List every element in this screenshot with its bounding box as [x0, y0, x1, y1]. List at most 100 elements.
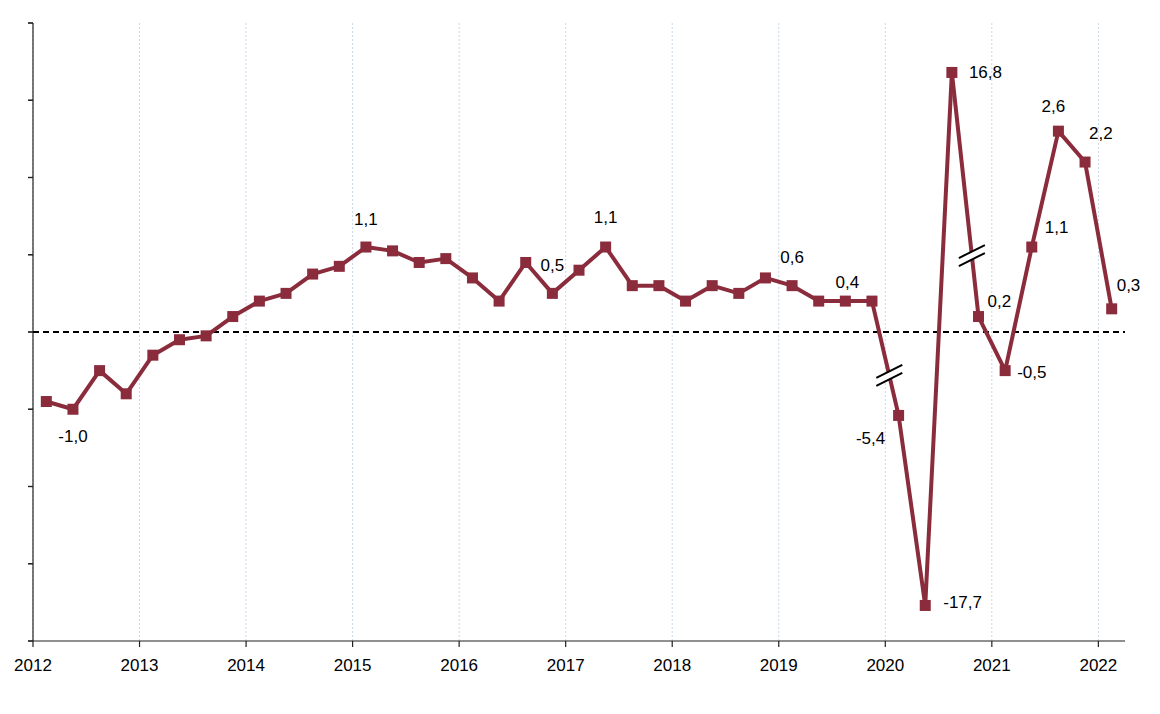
grid-line [991, 23, 992, 641]
x-tick-label: 2014 [227, 656, 265, 675]
y2-tick [28, 486, 33, 487]
series-line [46, 247, 872, 409]
data-point [893, 410, 904, 421]
data-point [680, 296, 691, 307]
x-tick [565, 641, 566, 647]
x-tick-label: 2018 [653, 656, 691, 675]
data-point [467, 272, 478, 283]
data-point [653, 280, 664, 291]
data-point [1053, 126, 1064, 137]
y2-tick [28, 22, 33, 23]
x-tick-label: 2021 [973, 656, 1011, 675]
x-tick [32, 641, 33, 647]
data-label: 1,1 [1045, 218, 1069, 237]
data-label: 0,4 [836, 273, 860, 292]
y2-tick [28, 409, 33, 410]
data-point [94, 365, 105, 376]
x-tick [352, 641, 353, 647]
data-label: 2,6 [1042, 97, 1066, 116]
y2-tick [28, 254, 33, 255]
data-point [574, 265, 585, 276]
data-label: -17,7 [943, 593, 982, 612]
data-point [227, 311, 238, 322]
axis-break-gap [959, 245, 985, 266]
data-point [387, 245, 398, 256]
x-tick [778, 641, 779, 647]
data-label: 0,3 [1117, 276, 1141, 295]
data-point [201, 330, 212, 341]
data-point [121, 388, 132, 399]
grid-line [672, 23, 673, 641]
x-tick-label: 2020 [866, 656, 904, 675]
y-tick [28, 331, 33, 332]
data-point [600, 242, 611, 253]
data-label: 0,6 [780, 248, 804, 267]
x-tick [672, 641, 673, 647]
x-tick [991, 641, 992, 647]
data-point [414, 257, 425, 268]
data-point [946, 67, 957, 78]
data-point [360, 242, 371, 253]
y2-tick [28, 640, 33, 641]
data-label: 1,1 [354, 210, 378, 229]
data-point [281, 288, 292, 299]
data-label: 1,1 [594, 208, 618, 227]
x-axis [33, 640, 1125, 641]
data-label: 16,8 [969, 63, 1002, 82]
grid-line [139, 23, 140, 641]
y-tick [28, 100, 33, 101]
series-line [979, 131, 1112, 370]
y-tick [28, 177, 33, 178]
data-label: 2,2 [1089, 124, 1113, 143]
y-tick [28, 563, 33, 564]
y2-tick [28, 177, 33, 178]
data-point [760, 272, 771, 283]
data-point [41, 396, 52, 407]
data-point [67, 404, 78, 415]
y2-tick [28, 331, 33, 332]
data-point [813, 296, 824, 307]
axis-break-mark [959, 253, 985, 266]
data-point [494, 296, 505, 307]
data-point [254, 296, 265, 307]
x-tick-label: 2022 [1079, 656, 1117, 675]
data-point [1106, 303, 1117, 314]
y-tick [28, 409, 33, 410]
data-point [174, 334, 185, 345]
data-point [1026, 242, 1037, 253]
data-label: -5,4 [856, 429, 885, 448]
data-point [1000, 365, 1011, 376]
data-label: -0,5 [1017, 363, 1046, 382]
axis-break-gap [876, 365, 902, 386]
y-tick [28, 22, 33, 23]
break-connector [872, 301, 899, 415]
data-label: -1,0 [58, 427, 87, 446]
x-tick-label: 2017 [547, 656, 585, 675]
data-point [334, 261, 345, 272]
y-tick [28, 486, 33, 487]
y-tick [28, 640, 33, 641]
data-point [440, 253, 451, 264]
x-tick [1098, 641, 1099, 647]
x-tick [459, 641, 460, 647]
y2-tick [28, 563, 33, 564]
data-point [866, 296, 877, 307]
data-label: 0,5 [541, 256, 565, 275]
series-line [899, 72, 952, 605]
data-point [307, 269, 318, 280]
data-point [147, 350, 158, 361]
x-tick [139, 641, 140, 647]
x-tick-label: 2015 [334, 656, 372, 675]
data-point [840, 296, 851, 307]
data-point [787, 280, 798, 291]
data-point [520, 257, 531, 268]
data-point [733, 288, 744, 299]
x-tick [885, 641, 886, 647]
data-point [547, 288, 558, 299]
axis-break-mark [876, 373, 902, 386]
data-point [973, 311, 984, 322]
data-label: 0,2 [988, 292, 1012, 311]
y2-tick [28, 100, 33, 101]
y-tick [28, 254, 33, 255]
grid-line [352, 23, 353, 641]
